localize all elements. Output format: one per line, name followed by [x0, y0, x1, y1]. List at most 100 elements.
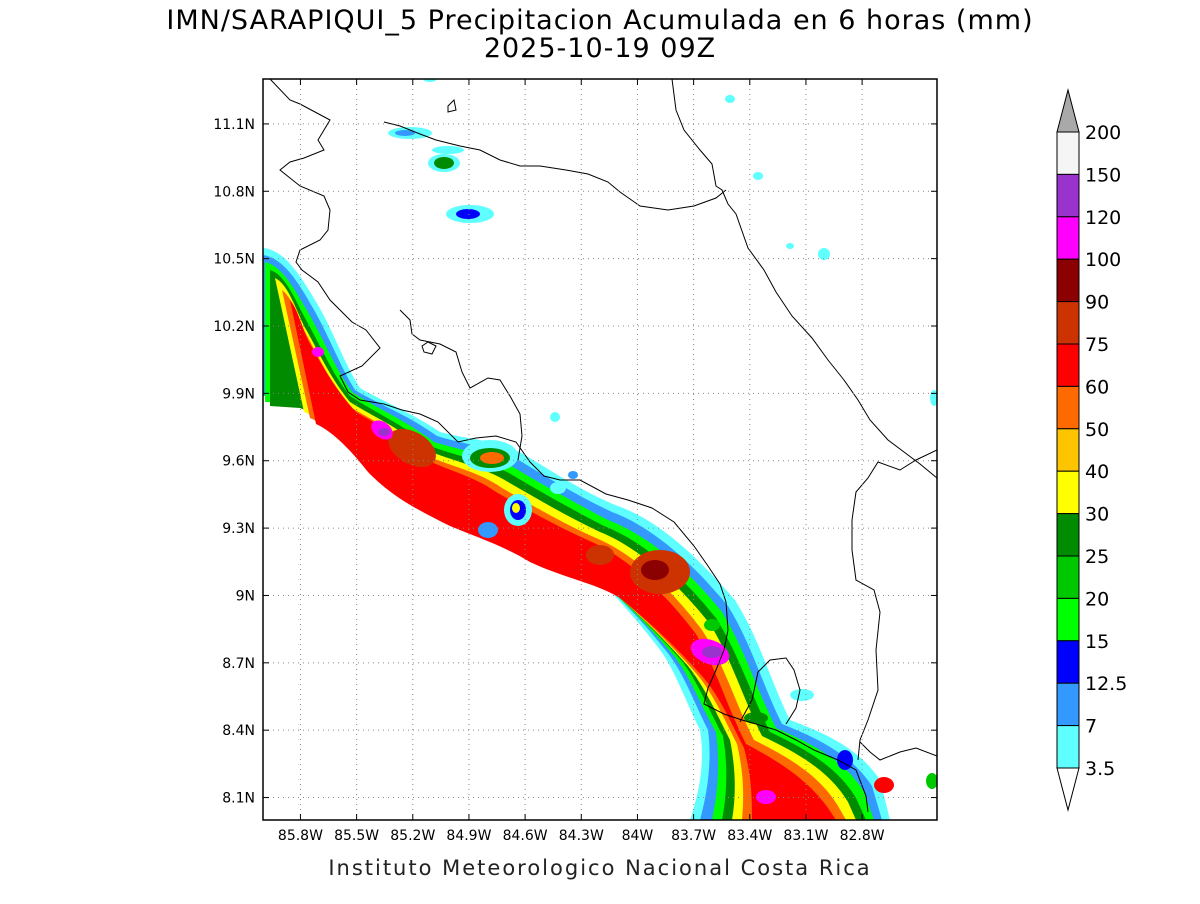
panama-border: [851, 449, 937, 761]
lat-tick-label: 8.4N: [222, 723, 255, 739]
longitude-axis: 85.8W 85.5W 85.2W 84.9W 84.6W 84.3W 84W 83.7W 83…: [278, 79, 885, 844]
precip-core-green: [704, 619, 720, 631]
colorbar-label: 200: [1085, 122, 1121, 144]
lon-tick-label: 85.2W: [390, 828, 435, 844]
colorbar-swatch: [1056, 301, 1080, 345]
burica-point: [859, 741, 937, 761]
lon-tick-label: 83.4W: [727, 828, 772, 844]
colorbar-swatch: [1056, 597, 1080, 642]
lat-tick-label: 11.1N: [213, 117, 255, 133]
precip-cell: [480, 452, 504, 464]
colorbar-label: 12.5: [1085, 673, 1127, 695]
precip-cell: [512, 503, 520, 513]
precip-cell: [725, 95, 735, 103]
colorbar-label: 25: [1085, 546, 1109, 568]
colorbar-swatch: [1056, 555, 1080, 599]
map-title: IMN/SARAPIQUI_5 Precipitacion Acumulada …: [166, 5, 1034, 36]
latitude-axis: 11.1N 10.8N 10.5N 10.2N 9.9N 9.6N 9.3N 9N 8.7N 8.…: [213, 117, 937, 807]
nicaragua-border: [383, 121, 727, 211]
precip-band-red: [290, 300, 836, 820]
precip-cell: [434, 157, 454, 169]
coastline-outline: [269, 79, 937, 813]
lat-tick-label: 9.9N: [222, 386, 255, 402]
precip-cell: [818, 248, 830, 260]
precip-core-brick: [586, 545, 614, 565]
colorbar-label: 90: [1085, 292, 1109, 314]
precip-cell: [432, 146, 464, 154]
credit-text: Instituto Meteorologico Nacional Costa R…: [328, 856, 872, 880]
precipitation-field: [263, 79, 937, 820]
precip-core-brick: [388, 429, 436, 467]
lat-tick-label: 9N: [236, 588, 255, 604]
lat-tick-label: 10.5N: [213, 252, 255, 268]
precip-cell: [926, 773, 937, 789]
precip-core-magenta: [756, 790, 776, 804]
lon-tick-label: 84.9W: [446, 828, 491, 844]
precip-cell: [568, 471, 578, 479]
map-grid: [263, 79, 937, 820]
precip-cell: [456, 209, 480, 219]
precip-cell: [478, 522, 498, 538]
lat-tick-label: 8.7N: [222, 656, 255, 672]
colorbar-swatch: [1056, 216, 1080, 260]
colorbar-label: 120: [1085, 207, 1121, 229]
precip-cell: [753, 172, 763, 180]
colorbar-label: 15: [1085, 631, 1109, 653]
colorbar-label: 30: [1085, 504, 1109, 526]
lon-tick-label: 83.1W: [783, 828, 828, 844]
colorbar-label: 40: [1085, 461, 1109, 483]
precip-cell: [930, 390, 937, 406]
colorbar-legend: 200 150 120 100 90 75 60 50 40 30 25 20 15 12.5 7 3.5: [1056, 88, 1127, 812]
caribbean-coastline: [671, 79, 937, 479]
colorbar-swatch: [1056, 513, 1080, 557]
precip-cell: [786, 243, 794, 249]
colorbar-swatch: [1056, 343, 1080, 387]
lat-tick-label: 8.1N: [222, 791, 255, 807]
lat-tick-label: 10.2N: [213, 319, 255, 335]
colorbar-label: 150: [1085, 164, 1121, 186]
lat-tick-label: 9.3N: [222, 521, 255, 537]
colorbar-bottom-arrow: [1056, 767, 1080, 812]
lon-tick-label: 82.8W: [840, 828, 885, 844]
lon-tick-label: 83.7W: [671, 828, 716, 844]
colorbar-swatch: [1056, 385, 1080, 430]
colorbar-swatch: [1056, 725, 1080, 769]
precip-core-magenta: [312, 347, 324, 357]
lon-tick-label: 85.5W: [334, 828, 379, 844]
precip-cell: [837, 750, 853, 770]
pacific-coastline: [269, 79, 869, 813]
lake-outline: [421, 341, 437, 355]
lon-tick-label: 84.3W: [559, 828, 604, 844]
colorbar-swatch: [1056, 640, 1080, 684]
precip-core-purple: [702, 646, 722, 658]
map-frame: [262, 78, 938, 821]
map-subtitle: 2025-10-19 09Z: [483, 33, 717, 64]
colorbar-top-arrow: [1056, 88, 1080, 133]
precip-cell: [550, 412, 560, 422]
lon-tick-label: 84W: [622, 828, 654, 844]
island-outline: [447, 98, 457, 113]
lon-tick-label: 84.6W: [503, 828, 548, 844]
colorbar-label: 60: [1085, 376, 1109, 398]
lon-tick-label: 85.8W: [278, 828, 323, 844]
colorbar-swatch: [1056, 131, 1080, 175]
colorbar-swatch: [1056, 173, 1080, 218]
colorbar-swatch: [1056, 258, 1080, 303]
precip-cell: [874, 777, 894, 793]
precip-cell: [790, 689, 814, 701]
precip-cell: [550, 482, 566, 494]
precip-core-purple: [378, 428, 390, 436]
precip-cell: [744, 712, 768, 724]
colorbar-label: 100: [1085, 249, 1121, 271]
colorbar-label: 20: [1085, 588, 1109, 610]
colorbar-swatch: [1056, 682, 1080, 727]
colorbar-swatch: [1056, 428, 1080, 472]
colorbar-label: 50: [1085, 419, 1109, 441]
colorbar-label: 7: [1085, 716, 1097, 738]
lat-tick-label: 9.6N: [222, 454, 255, 470]
colorbar-label: 3.5: [1085, 758, 1115, 780]
precip-core-darkred: [641, 560, 669, 580]
nicoya-gulf-coast: [399, 309, 523, 461]
precip-cell: [395, 130, 415, 136]
